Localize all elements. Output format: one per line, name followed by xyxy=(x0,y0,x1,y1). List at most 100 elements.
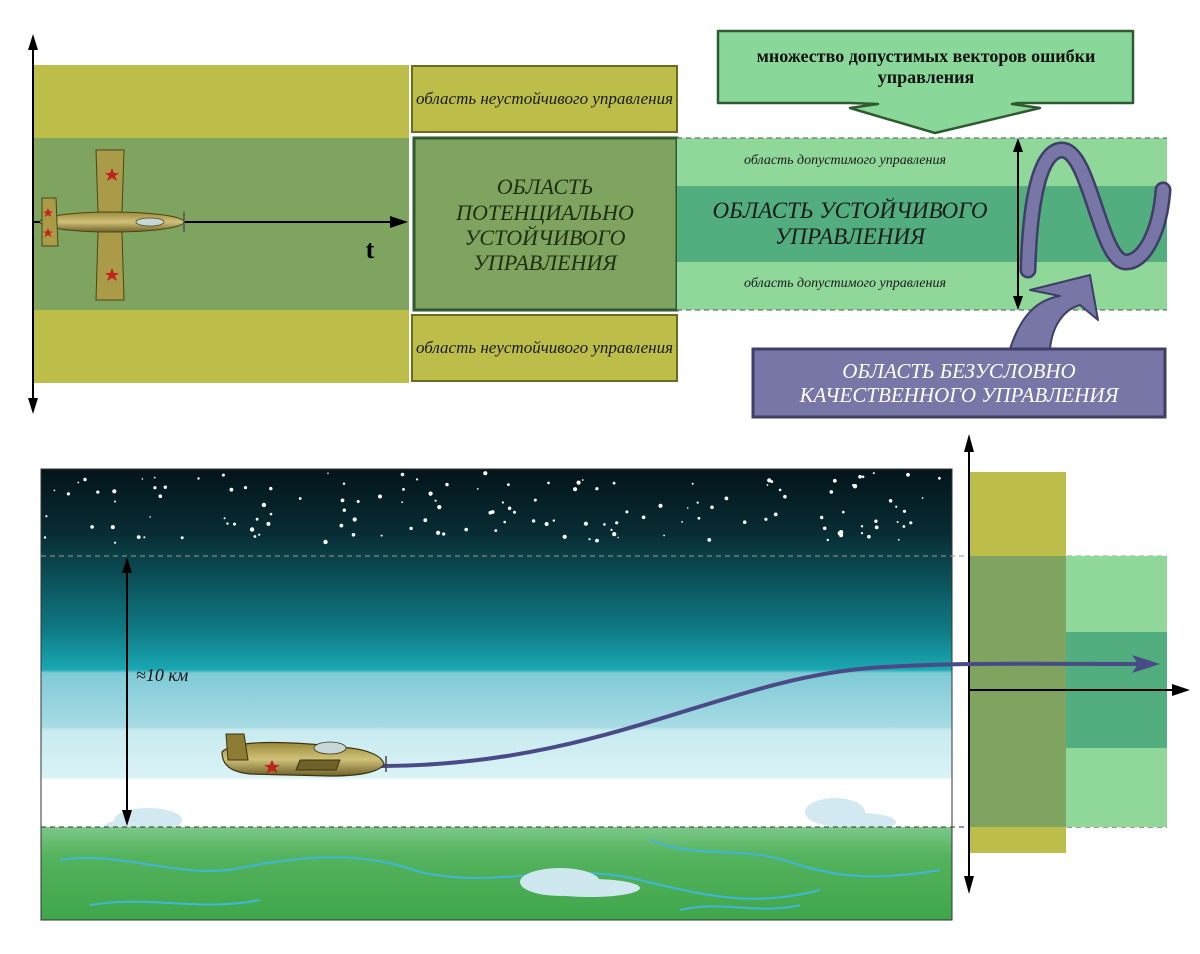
star xyxy=(610,528,613,532)
star xyxy=(180,536,184,540)
star xyxy=(380,534,383,537)
star xyxy=(501,501,504,504)
unstable-box-top xyxy=(411,65,678,133)
star xyxy=(266,521,271,526)
star xyxy=(710,505,714,510)
star xyxy=(603,523,606,526)
star xyxy=(43,536,47,539)
star xyxy=(66,492,70,496)
star xyxy=(143,536,146,539)
stable-range-arrow-up xyxy=(1013,138,1023,152)
star xyxy=(507,506,512,511)
star xyxy=(625,510,629,514)
star xyxy=(547,481,550,485)
star xyxy=(90,525,94,529)
star xyxy=(197,477,200,480)
star xyxy=(615,521,619,525)
star xyxy=(253,535,257,538)
star xyxy=(494,529,498,532)
star xyxy=(533,498,537,502)
star xyxy=(583,521,589,526)
star xyxy=(77,481,80,484)
star xyxy=(697,516,701,520)
star xyxy=(507,483,510,486)
plane-top-view-icon xyxy=(39,149,185,301)
star xyxy=(249,527,255,532)
star xyxy=(340,498,345,503)
star xyxy=(617,536,619,539)
unstable-band-lower-right xyxy=(969,827,1066,853)
stable-range-arrow-down xyxy=(1013,296,1023,310)
star xyxy=(581,479,584,481)
star xyxy=(437,505,442,510)
star xyxy=(53,489,56,492)
star xyxy=(874,519,878,523)
star xyxy=(258,533,261,536)
star xyxy=(641,515,646,520)
right-horizontal-axis-arrow xyxy=(1172,684,1190,696)
star xyxy=(686,507,689,509)
star xyxy=(298,497,302,500)
star xyxy=(503,520,507,524)
star xyxy=(707,538,712,542)
star xyxy=(612,481,616,485)
star xyxy=(434,499,437,502)
unconditional-quality-box xyxy=(751,347,1167,419)
star xyxy=(681,521,683,523)
star xyxy=(562,534,567,539)
star xyxy=(436,530,441,535)
star xyxy=(766,484,769,486)
star xyxy=(906,472,910,477)
star xyxy=(874,525,879,530)
star xyxy=(902,525,906,528)
star xyxy=(442,532,446,536)
star xyxy=(356,500,360,503)
plane-side-view-icon xyxy=(221,733,387,777)
star xyxy=(544,522,549,526)
star xyxy=(612,532,617,537)
star xyxy=(829,490,834,494)
star xyxy=(897,538,900,541)
error-vectors-callout-label: множество допустимых векторов ошибки упр… xyxy=(756,46,1096,87)
star xyxy=(852,484,855,487)
star xyxy=(342,482,346,485)
top-diagram xyxy=(28,29,1172,419)
star xyxy=(842,510,845,514)
star xyxy=(351,533,356,537)
star xyxy=(838,530,844,535)
stable-label: ОБЛАСТЬ УСТОЙЧИВОГО УПРАВЛЕНИЯ xyxy=(712,197,988,249)
star xyxy=(153,486,157,490)
star xyxy=(339,523,344,528)
star xyxy=(820,515,824,520)
star xyxy=(724,496,729,501)
star xyxy=(576,480,581,485)
star xyxy=(822,526,827,531)
star xyxy=(153,476,156,479)
right-vertical-axis-arrow-up xyxy=(964,434,974,452)
unstable-band-top-left xyxy=(33,65,409,138)
star xyxy=(243,486,248,490)
star xyxy=(323,539,328,545)
unstable-label-bottom: область неустойчивого управления xyxy=(416,338,673,358)
star xyxy=(158,494,163,499)
star xyxy=(233,522,236,526)
star xyxy=(269,512,273,516)
star xyxy=(895,505,898,508)
bottom-diagram xyxy=(40,434,1190,921)
altitude-arrow-up xyxy=(122,557,132,573)
time-axis-arrow xyxy=(390,216,408,228)
star xyxy=(921,497,924,499)
unconditional-quality-pointer xyxy=(1009,274,1099,350)
right-vertical-axis-arrow-down xyxy=(964,876,974,894)
star xyxy=(767,478,772,483)
time-axis-label: t xyxy=(365,235,375,265)
star xyxy=(342,508,346,512)
star xyxy=(595,487,599,491)
top-vertical-axis-arrow-up xyxy=(28,34,38,50)
potential-stable-box xyxy=(412,136,679,312)
star xyxy=(45,515,48,518)
star xyxy=(858,474,862,479)
lower-frame xyxy=(40,468,953,921)
star xyxy=(96,490,100,494)
